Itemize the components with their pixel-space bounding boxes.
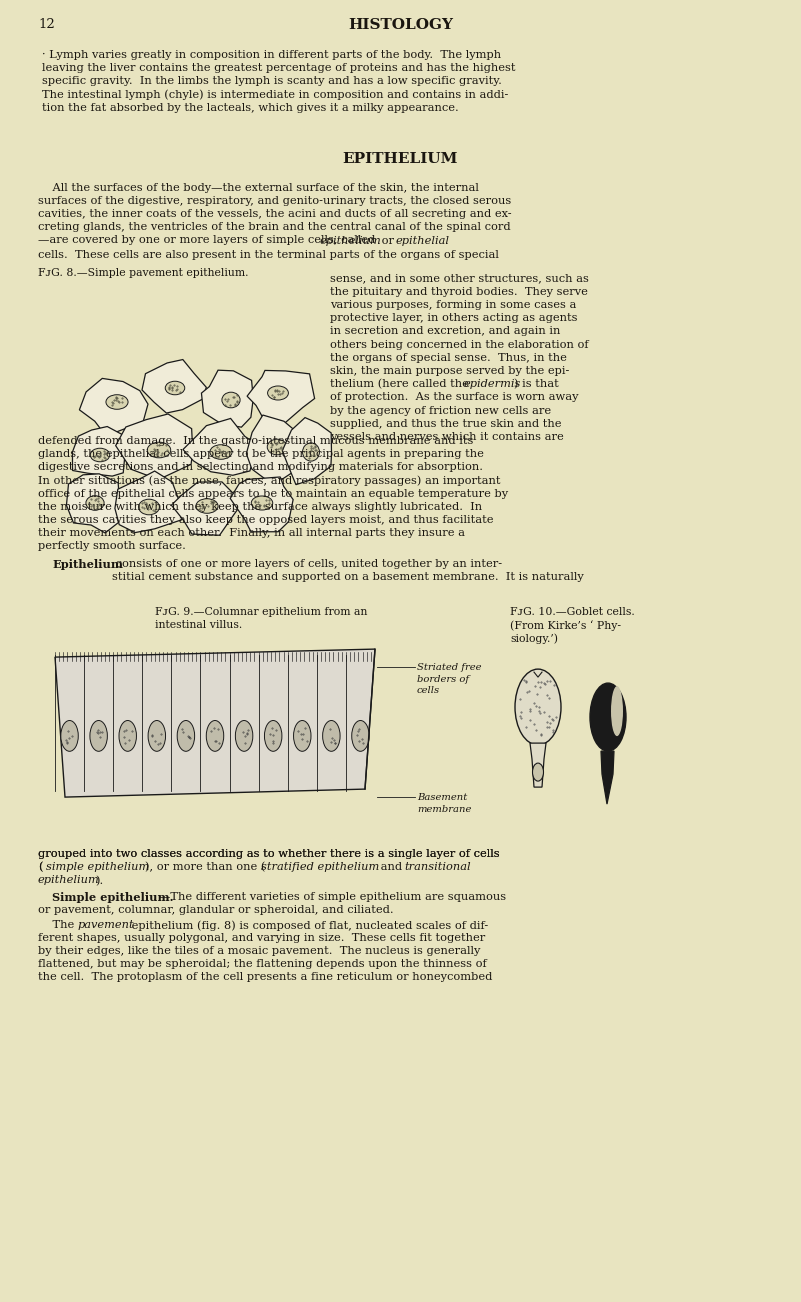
Ellipse shape	[268, 385, 288, 400]
Polygon shape	[247, 371, 315, 423]
Text: Epithelium: Epithelium	[52, 559, 123, 570]
Text: All the surfaces of the body—the external surface of the skin, the internal
surf: All the surfaces of the body—the externa…	[38, 184, 512, 245]
Ellipse shape	[139, 499, 159, 514]
Polygon shape	[230, 477, 293, 531]
Ellipse shape	[148, 720, 166, 751]
Ellipse shape	[590, 684, 626, 751]
Text: 12: 12	[38, 18, 54, 31]
Text: ), or more than one (: ), or more than one (	[145, 862, 265, 872]
Text: EPITHELIUM: EPITHELIUM	[343, 152, 458, 165]
Ellipse shape	[303, 443, 320, 461]
Text: simple epithelium: simple epithelium	[46, 862, 149, 872]
Text: consists of one or more layers of cells, united together by an inter-
stitial ce: consists of one or more layers of cells,…	[112, 559, 584, 582]
Ellipse shape	[235, 720, 253, 751]
Text: cells.  These cells are also present in the terminal parts of the organs of spec: cells. These cells are also present in t…	[38, 250, 499, 259]
Text: various purposes, forming in some cases a: various purposes, forming in some cases …	[330, 299, 577, 310]
Text: FᴊG. 8.—Simple pavement epithelium.: FᴊG. 8.—Simple pavement epithelium.	[38, 267, 248, 277]
Polygon shape	[247, 415, 305, 480]
Polygon shape	[142, 359, 207, 413]
Ellipse shape	[264, 720, 282, 751]
Text: Basement
membrane: Basement membrane	[417, 793, 471, 814]
Text: epithelium: epithelium	[38, 875, 100, 885]
Text: stratified epithelium: stratified epithelium	[261, 862, 379, 872]
Ellipse shape	[210, 445, 232, 460]
Ellipse shape	[222, 392, 240, 408]
Text: and: and	[377, 862, 406, 872]
Ellipse shape	[611, 686, 623, 736]
Polygon shape	[601, 751, 614, 805]
Ellipse shape	[268, 439, 287, 454]
Polygon shape	[55, 650, 375, 797]
Ellipse shape	[515, 669, 561, 745]
Polygon shape	[79, 379, 148, 436]
Text: grouped into two classes according as to whether there is a single layer of cell: grouped into two classes according as to…	[38, 849, 500, 872]
Text: Simple epithelium.: Simple epithelium.	[52, 892, 174, 902]
Text: pavement: pavement	[78, 921, 135, 930]
Text: skin, the main purpose served by the epi-: skin, the main purpose served by the epi…	[330, 366, 570, 376]
Ellipse shape	[90, 720, 107, 751]
Text: the pituitary and thyroid bodies.  They serve: the pituitary and thyroid bodies. They s…	[330, 286, 588, 297]
Text: or pavement, columnar, glandular or spheroidal, and ciliated.: or pavement, columnar, glandular or sphe…	[38, 905, 393, 915]
Ellipse shape	[533, 763, 544, 781]
Text: FᴊG. 9.—Columnar epithelium from an: FᴊG. 9.—Columnar epithelium from an	[155, 607, 368, 617]
Text: ) is that: ) is that	[514, 379, 559, 389]
Text: epithelium (fig. 8) is composed of flat, nucleated scales of dif-: epithelium (fig. 8) is composed of flat,…	[128, 921, 489, 931]
Text: sense, and in some other structures, such as: sense, and in some other structures, suc…	[330, 273, 589, 284]
Text: thelium (here called the: thelium (here called the	[330, 379, 473, 389]
Ellipse shape	[177, 720, 195, 751]
Text: epithelium: epithelium	[320, 236, 382, 246]
Ellipse shape	[196, 499, 218, 513]
Ellipse shape	[165, 381, 185, 395]
Polygon shape	[66, 474, 121, 533]
Polygon shape	[115, 471, 182, 533]
Text: the organs of special sense.  Thus, in the: the organs of special sense. Thus, in th…	[330, 353, 567, 363]
Text: epidermis: epidermis	[464, 379, 521, 389]
Text: of protection.  As the surface is worn away: of protection. As the surface is worn aw…	[330, 392, 578, 402]
Polygon shape	[171, 482, 244, 535]
Ellipse shape	[119, 720, 136, 751]
Text: vessels and nerves which it contains are: vessels and nerves which it contains are	[330, 432, 564, 441]
Polygon shape	[201, 370, 253, 427]
Text: epithelial: epithelial	[396, 236, 450, 246]
Text: The: The	[38, 921, 78, 930]
Text: in secretion and excretion, and again in: in secretion and excretion, and again in	[330, 327, 561, 336]
Text: grouped into two classes according as to whether there is a single layer of cell: grouped into two classes according as to…	[38, 849, 500, 859]
Ellipse shape	[86, 496, 104, 510]
Polygon shape	[183, 418, 258, 475]
Text: siology.’): siology.’)	[510, 633, 558, 643]
Text: transitional: transitional	[404, 862, 471, 872]
Text: HISTOLOGY: HISTOLOGY	[348, 18, 453, 33]
Polygon shape	[115, 414, 193, 478]
Text: ferent shapes, usually polygonal, and varying in size.  These cells fit together: ferent shapes, usually polygonal, and va…	[38, 934, 493, 983]
Text: or: or	[378, 236, 397, 246]
Polygon shape	[530, 743, 546, 788]
Text: intestinal villus.: intestinal villus.	[155, 620, 242, 630]
Ellipse shape	[91, 448, 110, 462]
Ellipse shape	[207, 720, 223, 751]
Text: (From Kirke’s ‘ Phy-: (From Kirke’s ‘ Phy-	[510, 620, 621, 631]
Ellipse shape	[106, 395, 128, 409]
Text: supplied, and thus the true skin and the: supplied, and thus the true skin and the	[330, 419, 562, 428]
Ellipse shape	[352, 720, 369, 751]
Text: ).: ).	[95, 875, 103, 885]
Text: defended from damage.  In the gastro-intestinal mucous membrane and its
glands, : defended from damage. In the gastro-inte…	[38, 436, 508, 551]
Text: —The different varieties of simple epithelium are squamous: —The different varieties of simple epith…	[159, 892, 506, 902]
Text: Striated free
borders of
cells: Striated free borders of cells	[417, 663, 481, 695]
Text: by the agency of friction new cells are: by the agency of friction new cells are	[330, 405, 551, 415]
Ellipse shape	[252, 496, 272, 510]
Polygon shape	[72, 427, 125, 477]
Ellipse shape	[61, 720, 78, 751]
Text: protective layer, in others acting as agents: protective layer, in others acting as ag…	[330, 312, 578, 323]
Polygon shape	[282, 418, 332, 484]
Text: (: (	[38, 862, 42, 872]
Ellipse shape	[293, 720, 311, 751]
Ellipse shape	[147, 443, 171, 458]
Ellipse shape	[323, 720, 340, 751]
Text: FᴊG. 10.—Goblet cells.: FᴊG. 10.—Goblet cells.	[510, 607, 634, 617]
Text: others being concerned in the elaboration of: others being concerned in the elaboratio…	[330, 340, 589, 349]
Text: · Lymph varies greatly in composition in different parts of the body.  The lymph: · Lymph varies greatly in composition in…	[42, 49, 516, 113]
